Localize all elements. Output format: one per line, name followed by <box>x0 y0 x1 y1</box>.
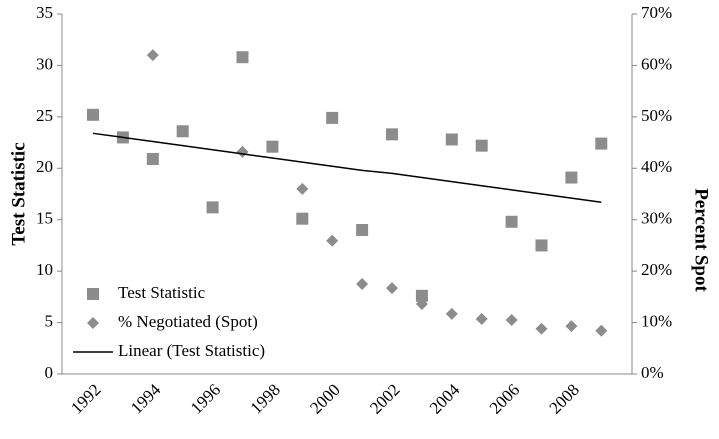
y2-tick-label: 20% <box>641 260 672 279</box>
y-tick-label: 30 <box>36 54 53 73</box>
x-tick-label: 2004 <box>426 380 464 418</box>
y-tick-label: 35 <box>36 3 53 22</box>
point <box>206 201 219 214</box>
point <box>535 239 548 252</box>
legend-label: Linear (Test Statistic) <box>118 341 265 360</box>
point <box>535 322 548 335</box>
legend-label: % Negotiated (Spot) <box>118 312 258 331</box>
point <box>565 320 578 333</box>
point <box>266 140 279 153</box>
trend-line <box>92 132 602 203</box>
point <box>386 282 398 295</box>
point <box>296 212 309 225</box>
point <box>415 289 428 302</box>
y2-axis-label: Percent Spot <box>691 188 712 292</box>
point <box>595 137 608 150</box>
point <box>326 234 339 247</box>
y-tick-label: 10 <box>36 260 53 279</box>
y2-tick-label: 60% <box>641 54 672 73</box>
x-tick-label: 2008 <box>546 380 583 417</box>
point <box>386 128 398 141</box>
y2-tick-label: 0% <box>641 363 664 382</box>
y-tick-label: 0 <box>45 363 54 382</box>
point <box>415 298 428 311</box>
point <box>87 108 99 121</box>
point <box>505 314 518 326</box>
x-tick-label: 2006 <box>486 380 523 417</box>
point <box>356 224 369 236</box>
point <box>595 324 608 337</box>
y2-tick-label: 30% <box>641 209 672 228</box>
point <box>146 49 159 62</box>
y2-tick-label: 70% <box>641 3 672 22</box>
y-tick-label: 20 <box>36 157 53 176</box>
legend-label: Test Statistic <box>118 283 206 302</box>
legend-marker <box>87 317 99 329</box>
legend-marker <box>87 288 99 300</box>
point <box>505 215 518 228</box>
point <box>565 171 578 184</box>
y-tick-label: 15 <box>36 209 53 228</box>
x-tick-label: 1996 <box>187 380 224 417</box>
point <box>146 153 159 166</box>
point <box>475 139 488 152</box>
y-tick-label: 5 <box>45 311 54 330</box>
x-tick-label: 2000 <box>306 380 343 417</box>
x-tick-label: 1994 <box>127 380 165 418</box>
y2-tick-label: 10% <box>641 311 672 330</box>
x-tick-label: 2002 <box>366 380 403 417</box>
point <box>445 307 458 320</box>
x-tick-label: 1992 <box>67 380 104 417</box>
y2-tick-label: 50% <box>641 106 672 125</box>
y2-tick-label: 40% <box>641 157 672 176</box>
point <box>356 278 369 290</box>
point <box>236 51 249 64</box>
point <box>326 111 339 124</box>
point <box>445 133 458 146</box>
point <box>296 182 309 195</box>
y-axis-label: Test Statistic <box>8 142 29 245</box>
point <box>176 125 189 138</box>
y-tick-label: 25 <box>36 106 53 125</box>
point <box>475 312 488 325</box>
point <box>236 145 249 158</box>
x-tick-label: 1998 <box>247 380 284 417</box>
